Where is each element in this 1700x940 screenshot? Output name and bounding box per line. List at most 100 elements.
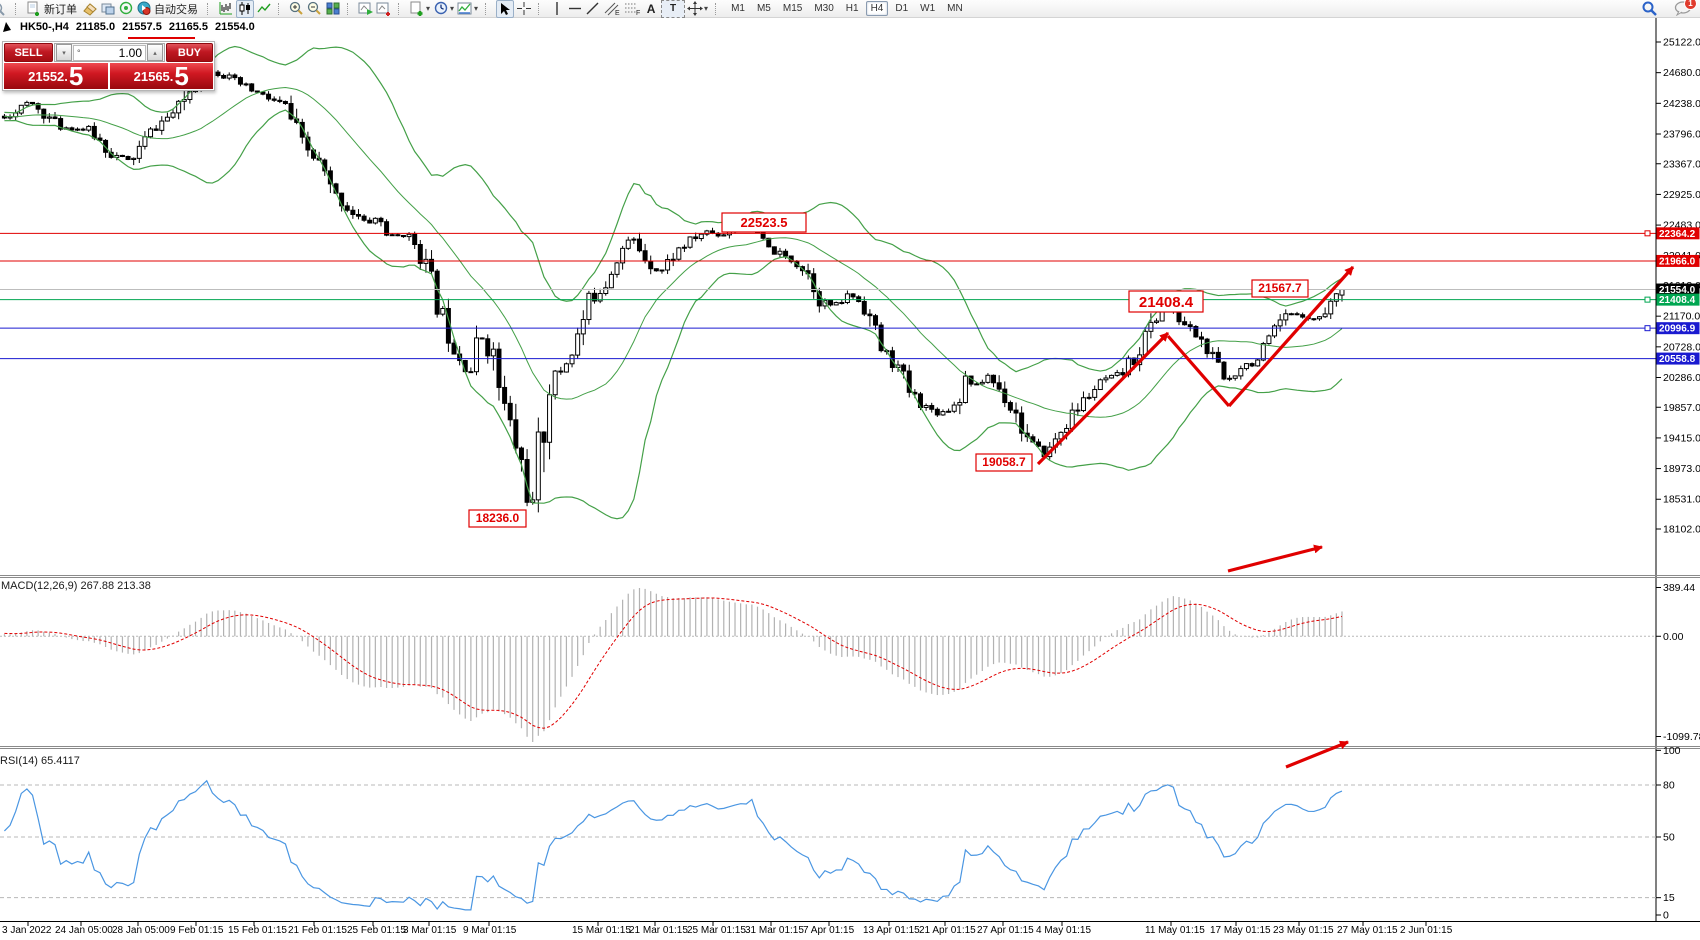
zoom-in-icon[interactable] bbox=[289, 1, 305, 17]
tf-button-M15[interactable]: M15 bbox=[782, 3, 803, 14]
cursor-tool-icon[interactable] bbox=[496, 0, 515, 18]
candlesticks[interactable] bbox=[1, 61, 1345, 513]
rsi-panel[interactable] bbox=[0, 779, 1656, 911]
trendline-tool-icon[interactable] bbox=[585, 1, 601, 17]
volume-increase-button[interactable]: ▴ bbox=[147, 44, 163, 61]
annotation-box[interactable] bbox=[468, 509, 527, 528]
buy-button[interactable]: BUY bbox=[166, 43, 213, 62]
zoom-out-icon[interactable] bbox=[307, 1, 323, 17]
tf-button-H1[interactable]: H1 bbox=[845, 3, 859, 14]
crosshair-tool-icon[interactable] bbox=[516, 1, 532, 17]
candle-body bbox=[1294, 313, 1300, 316]
bollinger-upper bbox=[4, 45, 1343, 373]
new-order-label[interactable]: 新订单 bbox=[44, 3, 77, 16]
candle-body bbox=[676, 247, 682, 260]
candle-body bbox=[518, 447, 524, 461]
text-label-tool-icon[interactable]: T bbox=[661, 0, 686, 18]
new-chart-icon[interactable] bbox=[409, 1, 425, 17]
period-clock-icon[interactable] bbox=[433, 1, 449, 17]
bollinger-bands[interactable] bbox=[4, 45, 1343, 520]
red-underline-annotation[interactable] bbox=[128, 37, 195, 39]
sonar-icon[interactable] bbox=[118, 1, 134, 17]
autotrade-icon[interactable] bbox=[136, 1, 152, 17]
time-tick-label: 17 May 01:15 bbox=[1210, 925, 1271, 936]
rsi-tick-label: 0 bbox=[1663, 910, 1669, 922]
candle-body bbox=[929, 405, 935, 410]
period-clock-caret[interactable]: ▾ bbox=[450, 4, 455, 13]
annotation-label[interactable]: 21567.7 bbox=[1258, 281, 1302, 295]
volume-decrease-button[interactable]: ▾ bbox=[56, 44, 72, 61]
trend-arrow[interactable] bbox=[1227, 265, 1355, 408]
indicator-add-icon[interactable] bbox=[376, 1, 392, 17]
tf-button-M30[interactable]: M30 bbox=[814, 3, 834, 14]
price-tick-label: 18973.0 bbox=[1663, 463, 1700, 475]
time-tick-label: 3 Jan 2022 bbox=[2, 925, 52, 936]
annotation-label[interactable]: 21408.4 bbox=[1139, 294, 1194, 311]
annotation-box[interactable] bbox=[1128, 290, 1204, 313]
eraser-icon[interactable] bbox=[82, 1, 98, 17]
candle-body bbox=[429, 258, 435, 272]
autotrade-label[interactable]: 自动交易 bbox=[154, 3, 198, 16]
fibonacci-tool-icon[interactable]: F bbox=[623, 1, 641, 17]
new-chart-caret[interactable]: ▾ bbox=[426, 4, 431, 13]
annotations[interactable]: 22523.5 21408.4 21567.7 19058.7 18236.0 bbox=[468, 212, 1355, 769]
equidistant-channel-tool-icon[interactable]: E bbox=[603, 1, 621, 17]
annotation-box[interactable] bbox=[975, 453, 1033, 472]
level-anchor bbox=[1644, 296, 1651, 303]
tf-button-D1[interactable]: D1 bbox=[895, 3, 909, 14]
vertical-line-tool-icon[interactable] bbox=[549, 1, 565, 17]
indicator-window-icon[interactable] bbox=[358, 1, 374, 17]
trend-arrow[interactable] bbox=[1166, 334, 1231, 408]
sell-button[interactable]: SELL bbox=[4, 43, 53, 62]
annotation-label[interactable]: 19058.7 bbox=[982, 455, 1026, 469]
price-levels[interactable] bbox=[0, 230, 1656, 360]
ohlc-high: 21557.5 bbox=[122, 21, 162, 33]
candle-body bbox=[344, 205, 350, 211]
annotation-label[interactable]: 18236.0 bbox=[476, 511, 520, 525]
price-tick-label: 25122.0 bbox=[1663, 37, 1700, 49]
candlestick-chart-icon[interactable] bbox=[236, 0, 254, 18]
line-chart-icon[interactable] bbox=[256, 1, 272, 17]
text-tool-icon[interactable]: A bbox=[646, 1, 656, 16]
tf-button-M5[interactable]: M5 bbox=[756, 3, 771, 14]
candle-body bbox=[367, 219, 373, 224]
chat-icon[interactable]: 1 bbox=[1674, 0, 1697, 17]
candle-body bbox=[1238, 368, 1244, 377]
trend-arrow[interactable] bbox=[1285, 740, 1349, 769]
candle-body bbox=[24, 101, 30, 106]
arrows-tool-caret[interactable]: ▾ bbox=[704, 4, 709, 13]
candle-body bbox=[1204, 338, 1210, 355]
trend-arrow[interactable] bbox=[1036, 331, 1170, 466]
volume-input[interactable]: ° 1.00 bbox=[73, 44, 146, 61]
new-order-icon[interactable] bbox=[26, 1, 42, 17]
chat-notification-badge[interactable]: 1 bbox=[1684, 0, 1697, 10]
tf-button-H4[interactable]: H4 bbox=[865, 1, 889, 16]
tf-button-MN[interactable]: MN bbox=[947, 3, 963, 14]
sell-price-display[interactable]: 21552. 5 bbox=[4, 63, 108, 89]
candle-body bbox=[1260, 343, 1266, 361]
tf-button-W1[interactable]: W1 bbox=[920, 3, 936, 14]
price-axis[interactable]: 25122.0 24680.0 24238.0 23796.0 23367.0 22925… bbox=[1655, 17, 1700, 921]
candle-body bbox=[850, 293, 856, 298]
chart-profiles-icon[interactable] bbox=[100, 1, 116, 17]
candle-body bbox=[940, 411, 946, 416]
arrows-tool-icon[interactable] bbox=[687, 1, 704, 17]
price-badge-label: 22364.2 bbox=[1659, 229, 1696, 240]
buy-price-display[interactable]: 21565. 5 bbox=[109, 63, 213, 89]
templates-icon[interactable] bbox=[457, 1, 473, 17]
search-icon[interactable] bbox=[1641, 1, 1659, 17]
annotation-box[interactable] bbox=[721, 212, 807, 233]
time-axis[interactable]: 3 Jan 2022 24 Jan 05:00 28 Jan 05:00 9 Feb … bbox=[2, 922, 1453, 936]
tile-windows-icon[interactable] bbox=[325, 1, 341, 17]
annotation-label[interactable]: 22523.5 bbox=[741, 215, 788, 230]
tf-button-M1[interactable]: M1 bbox=[731, 3, 745, 14]
templates-caret[interactable]: ▾ bbox=[474, 4, 479, 13]
macd-panel[interactable] bbox=[0, 588, 1656, 742]
bar-chart-icon[interactable] bbox=[218, 1, 234, 17]
horizontal-line-tool-icon[interactable] bbox=[567, 1, 583, 17]
annotation-box[interactable] bbox=[1251, 279, 1309, 298]
candle-body bbox=[221, 75, 227, 79]
rsi-tick-label: 100 bbox=[1663, 745, 1681, 757]
trend-arrow[interactable] bbox=[1227, 544, 1323, 573]
